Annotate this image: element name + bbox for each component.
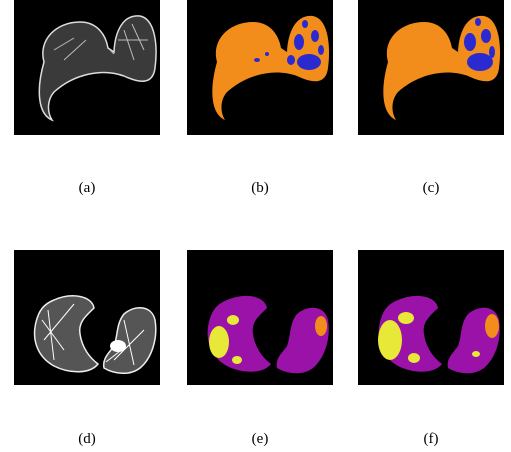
orange-region [315, 316, 327, 336]
panel-a [14, 0, 160, 135]
caption: (d) [78, 431, 96, 447]
caption: (b) [251, 180, 269, 196]
bright-region [110, 340, 126, 352]
orange-region [485, 314, 499, 338]
caption: (e) [252, 431, 269, 447]
panel-e [187, 250, 333, 385]
panel-c [358, 0, 504, 135]
caption: (c) [423, 180, 440, 196]
page: {"figure": {"panels": [ {"label": "(a)"}… [0, 0, 511, 452]
caption: (f) [424, 431, 439, 447]
figure: (a) (b) (c) (d) (e) (f) [0, 0, 511, 452]
panel-b [187, 0, 333, 135]
caption: (a) [79, 180, 96, 196]
panel-d [14, 250, 160, 385]
panel-f [358, 250, 504, 385]
